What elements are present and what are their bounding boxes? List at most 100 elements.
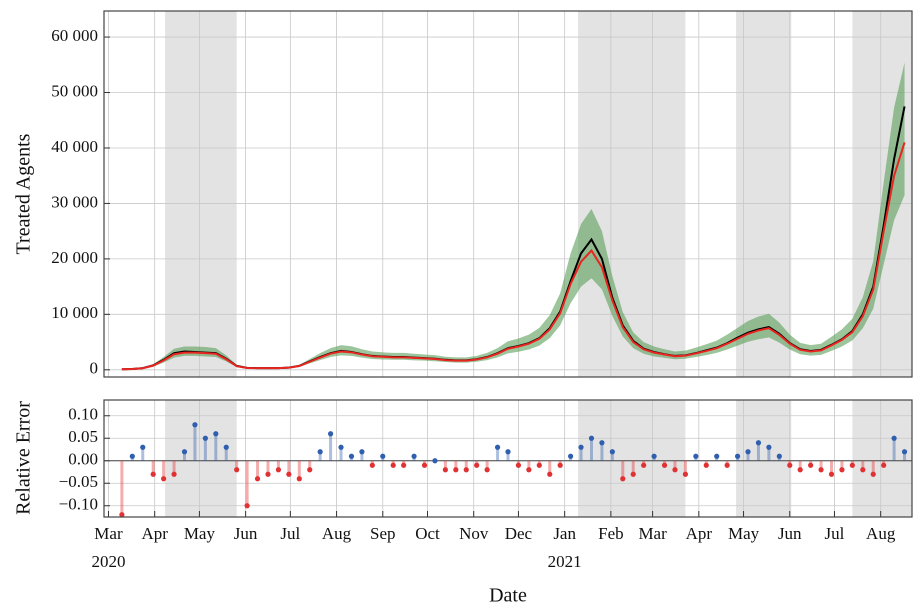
year-label: 2021 (548, 552, 582, 571)
stem-point (390, 462, 396, 468)
x-tick-label: Jul (280, 524, 300, 543)
stem-point (578, 444, 584, 450)
x-tick-label: Aug (866, 524, 896, 543)
stem-point (755, 440, 762, 446)
stem-point (171, 471, 177, 477)
stem-point (745, 449, 751, 455)
stem-point (129, 453, 135, 459)
stem-point (724, 462, 730, 468)
stem-point (599, 440, 605, 446)
y-tick-label: 50 000 (51, 81, 98, 100)
stem-point (891, 435, 897, 441)
stem-point (494, 444, 501, 450)
stem-point (557, 462, 563, 468)
y-tick-label: −0.10 (59, 495, 98, 514)
y-tick-label: 60 000 (51, 26, 98, 45)
stem-point (620, 476, 626, 482)
y-tick-label: 20 000 (51, 248, 98, 267)
stem-point (828, 471, 835, 477)
stem-point (588, 435, 595, 441)
stem-point (275, 467, 282, 473)
x-tick-label: Oct (415, 524, 440, 543)
stem-point (234, 467, 240, 473)
y-axis-label: Treated Agents (13, 133, 35, 254)
stem-point (661, 462, 668, 468)
x-tick-label: Aug (322, 524, 352, 543)
series-line (121, 142, 906, 371)
stem-point (401, 462, 407, 468)
stem-point (536, 462, 542, 468)
stem-point (901, 449, 908, 455)
stem-point (181, 449, 188, 455)
x-tick-label: Mar (638, 524, 667, 543)
stem-point (787, 462, 793, 468)
year-label: 2020 (91, 552, 125, 571)
stem-point (651, 453, 657, 459)
stem-point (359, 449, 365, 455)
stem-point (776, 453, 782, 459)
stem-point (630, 471, 636, 477)
stem-point (327, 431, 334, 437)
y-tick-label: 0.00 (68, 450, 98, 469)
stem-point (265, 471, 271, 477)
stem-point (766, 444, 772, 450)
stem-point (223, 444, 229, 450)
y-tick-label: 10 000 (51, 303, 98, 322)
x-tick-label: Nov (459, 524, 489, 543)
stem-point (484, 467, 490, 473)
stem-point (609, 449, 615, 455)
stem-point (369, 462, 375, 468)
y-tick-label: 0.10 (68, 405, 98, 424)
stem-point (140, 444, 146, 450)
stem-point (839, 467, 845, 473)
stem-point (818, 467, 824, 473)
stem-point (380, 453, 386, 459)
stem-point (453, 467, 459, 473)
stem-point (474, 462, 480, 468)
stem-point (348, 453, 355, 459)
x-tick-label: Apr (141, 524, 168, 543)
x-tick-label: Feb (598, 524, 624, 543)
x-tick-label: Jun (778, 524, 802, 543)
stem-point (411, 453, 417, 459)
stem-point (515, 462, 522, 468)
y-axis-label: Relative Error (13, 401, 35, 515)
stem-point (703, 462, 709, 468)
stem-point (244, 503, 250, 509)
stem-point (254, 476, 261, 482)
stem-point (641, 462, 647, 468)
stem-point (161, 476, 167, 482)
plot-frame (103, 399, 913, 518)
x-tick-label: Dec (505, 524, 533, 543)
stem-point (860, 467, 866, 473)
shaded-region (165, 400, 237, 517)
x-tick-label: Apr (686, 524, 713, 543)
x-tick-label: Jan (553, 524, 576, 543)
stem-point (714, 453, 720, 459)
stem-point (119, 512, 125, 518)
stem-point (463, 467, 469, 473)
y-tick-label: −0.05 (59, 472, 98, 491)
stem-point (442, 467, 448, 473)
stem-point (213, 431, 219, 437)
stem-point (192, 422, 198, 428)
stem-point (693, 453, 699, 459)
stem-point (296, 476, 302, 482)
stem-point (881, 462, 887, 468)
x-tick-label: May (728, 524, 760, 543)
stem-point (421, 462, 428, 468)
stem-point (568, 453, 574, 459)
stem-point (734, 453, 741, 459)
stem-point (202, 435, 208, 441)
stem-point (286, 471, 292, 477)
plot-frame (103, 10, 913, 378)
y-tick-label: 30 000 (51, 192, 98, 211)
y-tick-label: 0 (90, 359, 99, 378)
x-axis-label: Date (489, 585, 527, 607)
stem-point (505, 449, 511, 455)
stem-point (849, 462, 855, 468)
stem-point (672, 467, 678, 473)
x-tick-label: Jul (825, 524, 845, 543)
